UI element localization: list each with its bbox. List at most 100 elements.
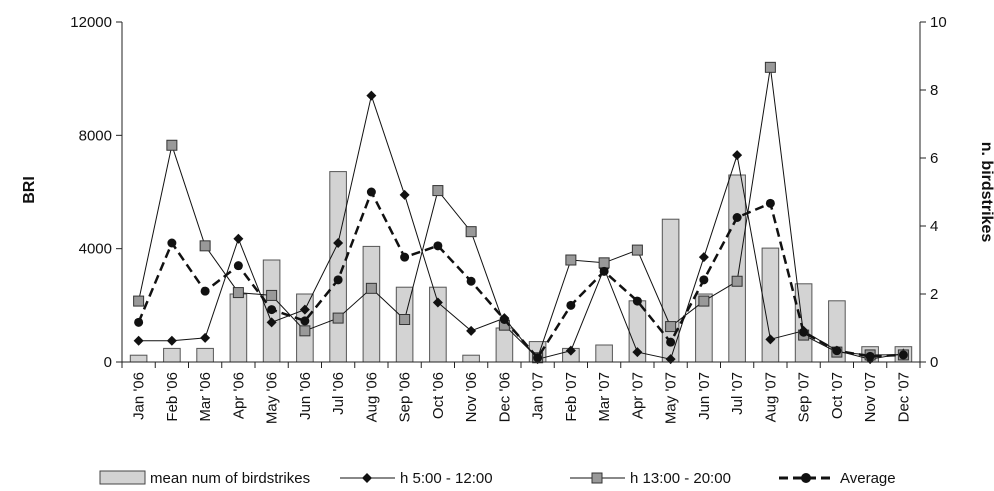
point-diamond — [133, 335, 144, 346]
point-circle — [898, 350, 908, 360]
bar — [196, 347, 214, 363]
point-circle — [865, 351, 875, 361]
bar — [163, 347, 181, 363]
point-square — [332, 312, 344, 324]
series-line — [137, 188, 904, 360]
y2-tick-label: 2 — [930, 286, 938, 303]
point-circle — [799, 327, 809, 337]
point-diamond — [333, 238, 344, 248]
legend-label-morning: h 5:00 - 12:00 — [400, 470, 493, 487]
point-circle — [200, 286, 210, 296]
point-square — [631, 244, 643, 256]
legend: mean num of birdstrikes h 5:00 - 12:00 h… — [99, 470, 896, 487]
point-square — [365, 282, 377, 294]
point-diamond — [166, 335, 177, 346]
x-tick-label: Feb '07 — [563, 372, 580, 422]
x-tick-label: May '07 — [663, 372, 680, 424]
x-tick-label: Jul '07 — [729, 372, 746, 415]
legend-marker-square — [591, 472, 603, 484]
y2-tick-label: 4 — [930, 218, 938, 235]
point-circle — [533, 353, 543, 363]
point-diamond — [432, 297, 443, 308]
x-tick-label: Nov '07 — [862, 372, 879, 422]
point-square — [133, 295, 145, 307]
legend-marker-circle — [801, 473, 811, 483]
x-tick-label: Aug '06 — [363, 372, 380, 422]
legend-swatch-bars — [99, 470, 146, 485]
point-circle — [632, 296, 642, 306]
x-tick-label: Aug '07 — [762, 372, 779, 422]
point-circle — [134, 317, 144, 327]
point-circle — [167, 238, 177, 248]
point-square — [598, 257, 610, 269]
point-square — [399, 314, 411, 325]
point-square — [565, 254, 577, 266]
bar — [794, 283, 813, 363]
point-square — [299, 325, 311, 337]
series-line — [138, 67, 904, 359]
x-tick-label: Sep '07 — [796, 372, 813, 422]
point-circle — [599, 266, 609, 276]
point-diamond — [765, 334, 776, 345]
point-circle — [300, 316, 310, 326]
x-tick-label: Jul '06 — [330, 372, 347, 415]
point-circle — [832, 346, 842, 356]
point-diamond — [399, 189, 410, 200]
x-tick-label: Dec '06 — [496, 372, 513, 422]
y2-tick-label: 6 — [930, 150, 938, 167]
x-tick-label: Jun '07 — [696, 372, 713, 420]
point-diamond — [200, 332, 211, 343]
point-square — [665, 321, 677, 333]
x-tick-label: Oct '07 — [829, 372, 846, 419]
bar — [728, 174, 746, 363]
point-circle — [267, 305, 277, 315]
legend-label-bars: mean num of birdstrikes — [150, 470, 310, 487]
x-tick-label: May '06 — [264, 372, 281, 424]
point-diamond — [698, 252, 709, 263]
point-square — [266, 289, 278, 301]
y-tick-label: 0 — [104, 354, 112, 371]
point-diamond — [732, 150, 743, 161]
point-diamond — [632, 347, 643, 358]
bar — [362, 245, 381, 363]
point-square — [199, 240, 211, 252]
lines-layer — [133, 61, 909, 365]
point-circle — [433, 241, 443, 251]
legend-marker-diamond — [362, 473, 372, 483]
point-circle — [699, 275, 709, 285]
point-circle — [666, 337, 676, 347]
point-square — [166, 139, 178, 151]
legend-label-afternoon: h 13:00 - 20:00 — [630, 470, 731, 487]
x-tick-label: Mar '06 — [197, 372, 214, 422]
x-tick-label: Mar '07 — [596, 372, 613, 422]
series-line — [138, 93, 904, 360]
point-square — [232, 287, 244, 299]
y2-tick-label: 10 — [930, 14, 947, 31]
point-circle — [466, 276, 476, 286]
point-square — [764, 61, 776, 73]
point-circle — [566, 300, 576, 310]
y2-tick-label: 0 — [930, 354, 938, 371]
point-circle — [400, 252, 410, 262]
x-tick-label: Apr '06 — [230, 372, 247, 419]
point-circle — [333, 275, 343, 285]
point-diamond — [366, 90, 377, 101]
point-diamond — [299, 304, 310, 315]
point-square — [731, 275, 743, 287]
point-circle — [366, 187, 376, 197]
x-tick-label: Feb '06 — [164, 372, 181, 422]
x-tick-label: Apr '07 — [629, 372, 646, 419]
ticks-layer: 0 4000 8000 12000 0 2 4 6 8 10 Jan '06 Feb '06 Mar '… — [70, 14, 946, 424]
point-diamond — [233, 233, 244, 244]
y-tick-label: 12000 — [70, 14, 112, 31]
x-tick-label: Dec '07 — [895, 372, 912, 422]
bar — [462, 354, 480, 363]
point-circle — [499, 315, 509, 324]
x-tick-label: Jun '06 — [297, 372, 314, 420]
y-tick-label: 4000 — [79, 241, 112, 258]
x-tick-label: Sep '06 — [397, 372, 414, 422]
point-circle — [732, 213, 742, 222]
point-square — [465, 226, 477, 238]
bar — [229, 293, 248, 363]
